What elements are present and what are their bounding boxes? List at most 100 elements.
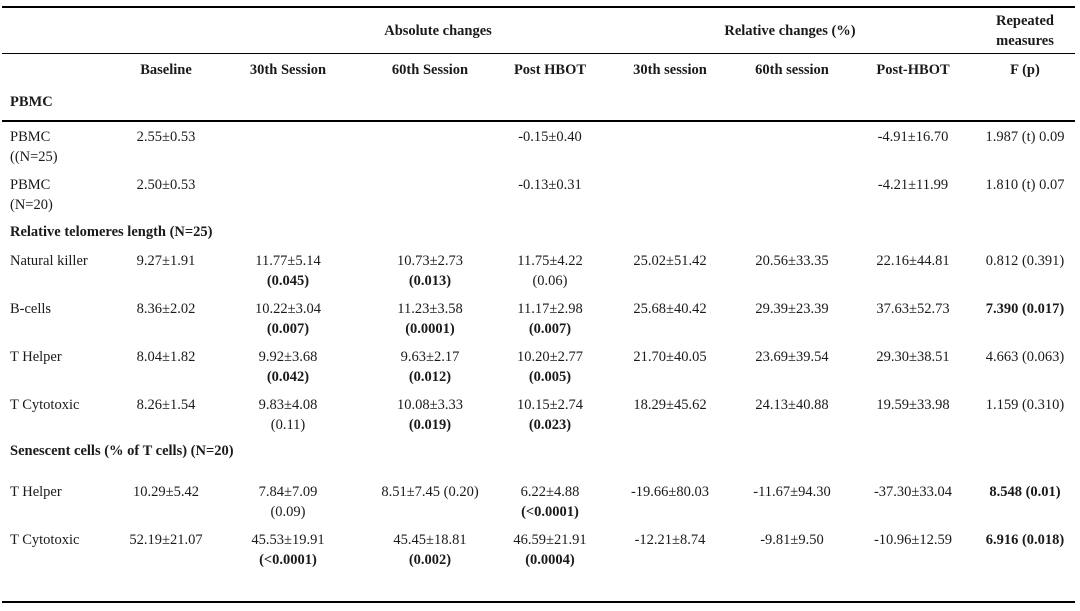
cell-rel-30th: -19.66±80.03 bbox=[610, 482, 730, 502]
cell-line: 8.36±2.02 bbox=[136, 301, 196, 317]
header-repeated-line1: Repeated bbox=[996, 13, 1054, 29]
cell-line: -9.81±9.50 bbox=[760, 532, 824, 548]
cell-line: (0.023) bbox=[528, 417, 572, 433]
cell-line: 11.75±4.22 bbox=[517, 253, 583, 269]
cell-line: 9.63±2.17 bbox=[400, 349, 460, 365]
row-label: T Helper bbox=[10, 349, 62, 365]
cell-baseline: 8.04±1.82 bbox=[106, 347, 226, 367]
cell-baseline: 2.50±0.53 bbox=[106, 175, 226, 195]
cell-line: 46.59±21.91 bbox=[513, 532, 587, 548]
header-group-rule bbox=[2, 53, 1075, 54]
cell-line: 10.22±3.04 bbox=[255, 301, 321, 317]
cell-abs-post: 46.59±21.91 (0.0004) bbox=[490, 530, 610, 570]
cell-abs-post: 10.20±2.77 (0.005) bbox=[490, 347, 610, 387]
cell-line: 45.53±19.91 bbox=[251, 532, 325, 548]
cell-abs-30th: 11.77±5.14 (0.045) bbox=[228, 251, 348, 291]
cell-line: 7.390 (0.017) bbox=[985, 301, 1065, 317]
cell-f-p: 1.987 (t) 0.09 bbox=[972, 127, 1078, 147]
cell-abs-60th: 45.45±18.81 (0.002) bbox=[370, 530, 490, 570]
cell-line: (0.012) bbox=[408, 369, 452, 385]
header-bottom-rule bbox=[2, 120, 1075, 122]
cell-line: 25.02±51.42 bbox=[633, 253, 707, 269]
cell-line: (<0.0001) bbox=[259, 552, 317, 568]
cell-line: 6.22±4.88 bbox=[520, 484, 580, 500]
cell-abs-30th: 9.92±3.68 (0.042) bbox=[228, 347, 348, 387]
cell-line: (0.007) bbox=[266, 321, 310, 337]
cell-abs-30th: 7.84±7.09 (0.09) bbox=[228, 482, 348, 522]
cell-rel-30th: -12.21±8.74 bbox=[610, 530, 730, 550]
cell-line: 20.56±33.35 bbox=[755, 253, 829, 269]
row-label: PBMC (N=20) bbox=[10, 177, 53, 213]
col-header-abs-60th: 60th Session bbox=[391, 62, 469, 78]
cell-line: 29.39±23.39 bbox=[755, 301, 829, 317]
row-label: T Cytotoxic bbox=[10, 532, 80, 548]
cell-line: 8.26±1.54 bbox=[136, 397, 196, 413]
cell-rel-post: 29.30±38.51 bbox=[853, 347, 973, 367]
cell-abs-30th: 9.83±4.08 (0.11) bbox=[228, 395, 348, 435]
cell-line: 8.04±1.82 bbox=[136, 349, 196, 365]
table-bottom-rule bbox=[2, 601, 1075, 603]
cell-line: 11.23±3.58 bbox=[397, 301, 463, 317]
cell-line: (0.045) bbox=[266, 273, 310, 289]
cell-line: 8.548 (0.01) bbox=[989, 484, 1061, 500]
cell-line: -0.15±0.40 bbox=[518, 129, 582, 145]
cell-rel-post: -4.21±11.99 bbox=[853, 175, 973, 195]
cell-line: (0.06) bbox=[532, 273, 568, 289]
cell-line: 2.55±0.53 bbox=[136, 129, 196, 145]
cell-line: (0.013) bbox=[408, 273, 452, 289]
cell-abs-post: 6.22±4.88 (<0.0001) bbox=[490, 482, 610, 522]
cell-rel-60th: 23.69±39.54 bbox=[732, 347, 852, 367]
cell-line: 52.19±21.07 bbox=[129, 532, 203, 548]
cell-baseline: 52.19±21.07 bbox=[106, 530, 226, 550]
cell-line: 23.69±39.54 bbox=[755, 349, 829, 365]
col-header-baseline: Baseline bbox=[140, 62, 192, 78]
cell-abs-post: 11.75±4.22 (0.06) bbox=[490, 251, 610, 291]
col-header-rel-30th: 30th session bbox=[633, 62, 707, 78]
cell-line: 7.84±7.09 bbox=[258, 484, 318, 500]
cell-line: 45.45±18.81 bbox=[393, 532, 467, 548]
cell-f-p: 7.390 (0.017) bbox=[972, 299, 1078, 319]
cell-line: 10.15±2.74 bbox=[517, 397, 583, 413]
col-header-abs-post: Post HBOT bbox=[513, 62, 587, 78]
cell-rel-30th: 21.70±40.05 bbox=[610, 347, 730, 367]
cell-line: 9.83±4.08 bbox=[258, 397, 318, 413]
cell-line: 37.63±52.73 bbox=[876, 301, 950, 317]
cell-line: 1.159 (0.310) bbox=[985, 397, 1065, 413]
col-header-rel-post: Post-HBOT bbox=[876, 62, 950, 78]
cell-rel-post: -4.91±16.70 bbox=[853, 127, 973, 147]
cell-line: (0.0001) bbox=[405, 321, 455, 337]
cell-baseline: 8.26±1.54 bbox=[106, 395, 226, 415]
cell-baseline: 2.55±0.53 bbox=[106, 127, 226, 147]
header-group-repeated: Repeated measures bbox=[972, 11, 1078, 51]
cell-line: 10.73±2.73 bbox=[397, 253, 463, 269]
section-telomeres: Relative telomeres length (N=25) bbox=[10, 224, 213, 240]
cell-rel-post: -10.96±12.59 bbox=[853, 530, 973, 550]
col-header-rel-60th: 60th session bbox=[755, 62, 829, 78]
cell-baseline: 8.36±2.02 bbox=[106, 299, 226, 319]
cell-line: (0.002) bbox=[408, 552, 452, 568]
cell-line: -4.21±11.99 bbox=[877, 177, 949, 193]
section-pbmc: PBMC bbox=[10, 94, 53, 110]
cell-rel-post: 19.59±33.98 bbox=[853, 395, 973, 415]
header-group-absolute: Absolute changes bbox=[384, 23, 492, 39]
cell-line: 11.17±2.98 bbox=[517, 301, 583, 317]
cell-line: 6.916 (0.018) bbox=[985, 532, 1065, 548]
row-label: PBMC ((N=25) bbox=[10, 129, 58, 165]
cell-f-p: 1.159 (0.310) bbox=[972, 395, 1078, 415]
cell-line: (0.007) bbox=[528, 321, 572, 337]
cell-abs-post: 11.17±2.98 (0.007) bbox=[490, 299, 610, 339]
cell-line: -11.67±94.30 bbox=[753, 484, 831, 500]
cell-line: 1.987 (t) 0.09 bbox=[985, 129, 1065, 145]
header-repeated-line2: measures bbox=[996, 33, 1054, 49]
cell-f-p: 6.916 (0.018) bbox=[972, 530, 1078, 550]
cell-abs-60th: 8.51±7.45 (0.20) bbox=[370, 482, 490, 502]
row-label: B-cells bbox=[10, 301, 52, 317]
cell-line: -0.13±0.31 bbox=[518, 177, 582, 193]
cell-line: -12.21±8.74 bbox=[634, 532, 706, 548]
row-label: T Helper bbox=[10, 484, 62, 500]
cell-rel-60th: 29.39±23.39 bbox=[732, 299, 852, 319]
cell-line: 21.70±40.05 bbox=[633, 349, 707, 365]
cell-line: -19.66±80.03 bbox=[630, 484, 710, 500]
cell-line: (0.005) bbox=[528, 369, 572, 385]
cell-baseline: 10.29±5.42 bbox=[106, 482, 226, 502]
